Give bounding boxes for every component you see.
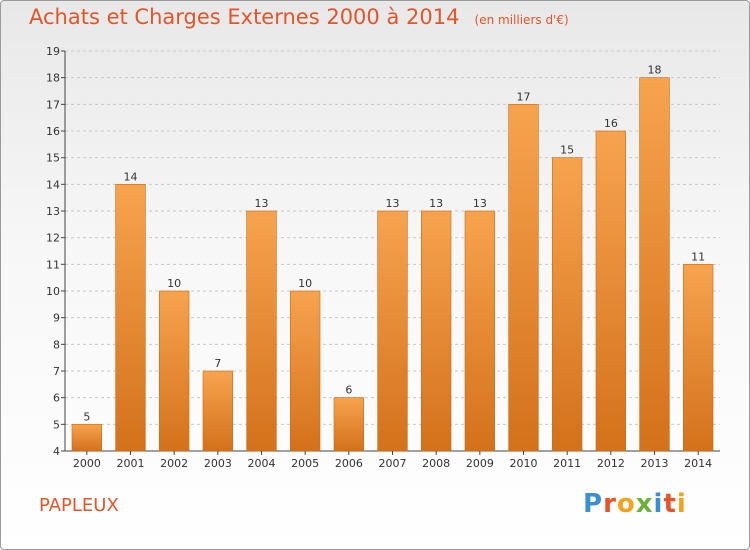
title-block: Achats et Charges Externes 2000 à 2014 (… <box>29 5 569 29</box>
y-tick-label: 15 <box>46 152 60 165</box>
logo-letter: t <box>663 489 677 519</box>
data-label: 6 <box>345 384 352 397</box>
x-tick-label: 2005 <box>291 457 319 470</box>
bar <box>71 424 102 452</box>
bar <box>464 210 495 452</box>
data-label: 10 <box>298 277 312 290</box>
proxiti-logo[interactable]: Proxiti <box>583 489 687 519</box>
y-tick-label: 7 <box>53 365 60 378</box>
data-label: 10 <box>167 277 181 290</box>
bar <box>290 290 321 452</box>
y-tick-label: 4 <box>53 445 60 458</box>
x-tick-label: 2006 <box>335 457 363 470</box>
x-tick-label: 2008 <box>422 457 450 470</box>
bar <box>377 210 408 452</box>
y-tick-label: 10 <box>46 285 60 298</box>
y-tick-label: 16 <box>46 125 60 138</box>
bar <box>115 184 146 452</box>
x-tick-label: 2014 <box>684 457 712 470</box>
y-tick-label: 14 <box>46 178 60 191</box>
bar <box>202 370 233 452</box>
logo-letter: i <box>676 489 687 519</box>
x-tick-label: 2001 <box>117 457 145 470</box>
bar <box>639 77 670 452</box>
y-tick-label: 11 <box>46 258 60 271</box>
logo-letter: o <box>616 489 636 519</box>
data-label: 13 <box>473 197 487 210</box>
y-tick-label: 5 <box>53 418 60 431</box>
bar <box>159 290 190 452</box>
x-tick-label: 2000 <box>73 457 101 470</box>
logo-letter: i <box>653 489 664 519</box>
bar <box>508 104 539 452</box>
y-tick-label: 9 <box>53 312 60 325</box>
x-tick-label: 2010 <box>510 457 538 470</box>
x-tick-label: 2009 <box>466 457 494 470</box>
data-label: 5 <box>83 410 90 423</box>
bar <box>595 130 626 452</box>
x-tick-label: 2007 <box>379 457 407 470</box>
chart-unit: (en milliers d'€) <box>474 13 569 27</box>
bar <box>333 397 364 452</box>
y-tick-label: 12 <box>46 232 60 245</box>
x-tick-label: 2004 <box>248 457 276 470</box>
data-label: 14 <box>124 170 138 183</box>
data-label: 13 <box>255 197 269 210</box>
logo-letter: r <box>603 489 617 519</box>
x-tick-label: 2003 <box>204 457 232 470</box>
y-tick-label: 6 <box>53 392 60 405</box>
bar <box>421 210 452 452</box>
x-tick-label: 2013 <box>641 457 669 470</box>
y-tick-label: 17 <box>46 98 60 111</box>
commune-name: PAPLEUX <box>39 495 119 516</box>
data-label: 11 <box>691 250 705 263</box>
logo-letter: P <box>583 489 604 519</box>
chart-title: Achats et Charges Externes 2000 à 2014 <box>29 5 460 29</box>
data-label: 18 <box>648 64 662 77</box>
data-label: 13 <box>386 197 400 210</box>
data-label: 15 <box>560 144 574 157</box>
y-tick-label: 8 <box>53 338 60 351</box>
x-tick-label: 2011 <box>553 457 581 470</box>
y-tick-label: 19 <box>46 45 60 58</box>
bar <box>683 264 714 452</box>
bar <box>246 210 277 452</box>
y-tick-label: 13 <box>46 205 60 218</box>
x-tick-label: 2012 <box>597 457 625 470</box>
y-tick-label: 18 <box>46 72 60 85</box>
data-label: 16 <box>604 117 618 130</box>
data-label: 13 <box>429 197 443 210</box>
x-tick-label: 2002 <box>160 457 188 470</box>
data-label: 17 <box>517 90 531 103</box>
bar <box>552 157 583 452</box>
data-label: 7 <box>214 357 221 370</box>
logo-letter: x <box>635 489 654 519</box>
